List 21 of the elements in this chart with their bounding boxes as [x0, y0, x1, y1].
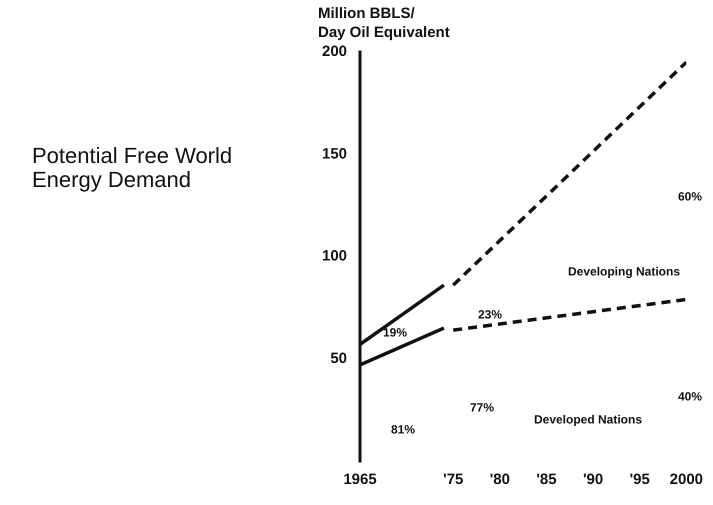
y-tick-label: 200 — [322, 43, 348, 60]
x-tick-label: '85 — [536, 471, 557, 488]
text: Potential Free World Energy Demand — [32, 143, 234, 192]
annotation: 60% — [678, 189, 702, 204]
y-tick-label: 150 — [322, 145, 348, 162]
x-tick-label: '95 — [630, 471, 650, 488]
x-tick-label: '75 — [443, 471, 464, 488]
annotation: 77% — [470, 400, 494, 414]
annotation: 40% — [678, 389, 702, 404]
annotation: 19% — [382, 325, 408, 340]
x-tick-label: 2000 — [670, 471, 704, 488]
y-tick-label: 50 — [330, 350, 348, 367]
x-tick-label: '90 — [582, 471, 604, 488]
annotation: 81% — [390, 422, 416, 436]
annotation: 23% — [478, 307, 502, 322]
y-tick-label: 100 — [322, 248, 348, 265]
x-tick-label: '80 — [490, 471, 510, 488]
y-axis-title: Million BBLS/ Day Oil Equivalent — [318, 4, 450, 42]
annotation: Developing Nations — [568, 264, 680, 278]
annotation: Developed Nations — [534, 412, 642, 426]
x-tick-label: 1965 — [343, 471, 377, 488]
